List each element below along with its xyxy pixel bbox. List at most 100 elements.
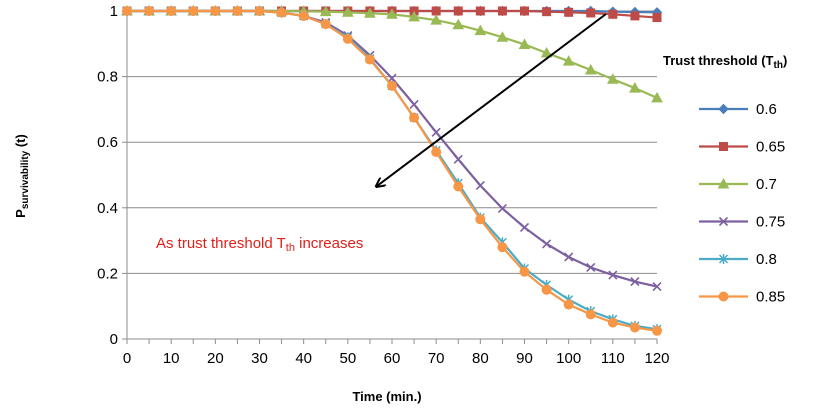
data-point-0.85 bbox=[497, 242, 508, 253]
x-axis-title: Time (min.) bbox=[352, 389, 421, 404]
x-tick-label: 100 bbox=[556, 350, 581, 367]
x-tick-label: 80 bbox=[472, 350, 489, 367]
x-tick-label: 30 bbox=[251, 350, 268, 367]
data-point-0.85 bbox=[519, 266, 530, 277]
legend-label: 0.85 bbox=[756, 289, 785, 306]
x-tick-label: 20 bbox=[207, 350, 224, 367]
data-point-0.75 bbox=[431, 127, 441, 137]
data-point-0.7 bbox=[518, 38, 531, 49]
annotation: As trust threshold Tth increases bbox=[156, 13, 607, 254]
data-point-0.85 bbox=[387, 80, 397, 91]
data-point-0.7 bbox=[562, 55, 575, 66]
data-point-0.65 bbox=[630, 11, 640, 21]
data-point-0.85 bbox=[607, 317, 618, 328]
data-point-0.85 bbox=[409, 112, 420, 123]
data-point-0.7 bbox=[319, 5, 332, 17]
data-point-0.85 bbox=[210, 6, 221, 16]
data-point-0.7 bbox=[651, 91, 663, 103]
y-axis-title: Psurvivability (t) bbox=[13, 134, 31, 218]
y-tick-label: 0.4 bbox=[97, 200, 118, 217]
data-point-0.85 bbox=[320, 19, 331, 30]
data-point-0.65 bbox=[431, 6, 441, 16]
data-point-0.75 bbox=[608, 270, 618, 280]
series-line-0.8 bbox=[127, 9, 658, 331]
x-tick-label: 70 bbox=[428, 350, 445, 367]
x-tick-label: 120 bbox=[644, 350, 669, 367]
data-point-0.65 bbox=[652, 13, 662, 23]
legend: Trust threshold (Tth) 0.6 0.65 0.7 0.75 0.8 0.… bbox=[663, 53, 787, 306]
legend-title: Trust threshold (Tth) bbox=[663, 53, 787, 71]
data-point-0.75 bbox=[497, 203, 507, 214]
data-point-0.85 bbox=[475, 214, 486, 225]
data-point-0.85 bbox=[431, 147, 442, 158]
axes: 00.20.40.60.810 10 20 30 40 50 60 70 80 90 100 110 1… bbox=[97, 3, 669, 367]
data-point-0.85 bbox=[585, 309, 596, 320]
data-point-0.65 bbox=[497, 6, 507, 16]
legend-marker bbox=[718, 291, 729, 302]
legend-marker bbox=[718, 103, 729, 115]
trend-arrow bbox=[377, 13, 607, 186]
data-point-0.7 bbox=[430, 14, 443, 25]
x-tick-label: 60 bbox=[384, 350, 401, 367]
legend-marker bbox=[718, 254, 729, 264]
series-lines bbox=[121, 4, 663, 336]
x-tick-label: 110 bbox=[601, 350, 625, 367]
series-line-0.85 bbox=[127, 9, 658, 332]
data-point-0.75 bbox=[630, 277, 640, 287]
data-point-0.7 bbox=[606, 73, 619, 84]
data-point-0.7 bbox=[474, 24, 487, 36]
data-point-0.75 bbox=[542, 239, 552, 249]
data-point-0.7 bbox=[496, 31, 509, 42]
series-0.8 bbox=[122, 6, 662, 335]
data-point-0.65 bbox=[520, 6, 529, 16]
data-point-0.75 bbox=[519, 222, 530, 233]
y-tick-label: 0.8 bbox=[97, 69, 118, 86]
x-tick-label: 0 bbox=[123, 350, 131, 367]
legend-marker bbox=[718, 216, 729, 227]
data-point-0.85 bbox=[122, 6, 132, 16]
data-point-0.65 bbox=[564, 7, 574, 17]
data-point-0.7 bbox=[364, 7, 376, 18]
legend-label: 0.6 bbox=[756, 101, 777, 118]
annotation-text: As trust threshold Tth increases bbox=[156, 235, 363, 254]
data-point-0.85 bbox=[629, 322, 640, 333]
data-point-0.85 bbox=[342, 33, 353, 44]
legend-marker bbox=[719, 142, 728, 151]
data-point-0.7 bbox=[540, 46, 553, 58]
data-point-0.75 bbox=[586, 262, 596, 273]
y-tick-label: 0.6 bbox=[97, 134, 118, 151]
data-point-0.7 bbox=[341, 6, 354, 17]
legend-item-0.6: 0.6 bbox=[699, 101, 777, 118]
legend-item-0.75: 0.75 bbox=[699, 214, 785, 231]
x-tick-label: 40 bbox=[295, 350, 312, 367]
data-point-0.85 bbox=[541, 284, 552, 295]
data-point-0.85 bbox=[563, 299, 574, 310]
legend-item-0.8: 0.8 bbox=[699, 251, 777, 268]
data-point-0.85 bbox=[188, 6, 199, 16]
y-tick-label: 0.2 bbox=[97, 265, 118, 282]
y-tick-label: 0 bbox=[110, 331, 118, 348]
data-point-0.7 bbox=[629, 82, 641, 93]
legend-marker bbox=[717, 177, 730, 189]
data-point-0.75 bbox=[652, 281, 662, 292]
data-point-0.85 bbox=[276, 7, 287, 18]
data-point-0.85 bbox=[298, 10, 309, 21]
data-point-0.85 bbox=[166, 6, 177, 16]
legend-item-0.85: 0.85 bbox=[699, 289, 785, 306]
x-tick-label: 50 bbox=[339, 350, 356, 367]
data-point-0.7 bbox=[408, 10, 420, 22]
data-point-0.75 bbox=[564, 252, 574, 262]
x-tick-label: 10 bbox=[163, 350, 180, 367]
legend-label: 0.75 bbox=[756, 214, 785, 231]
series-0.85 bbox=[122, 6, 662, 336]
data-point-0.75 bbox=[453, 154, 463, 164]
data-point-0.85 bbox=[254, 6, 265, 16]
data-point-0.65 bbox=[586, 8, 596, 18]
data-point-0.7 bbox=[584, 64, 597, 75]
data-point-0.85 bbox=[364, 54, 375, 65]
data-point-0.85 bbox=[453, 181, 464, 192]
data-point-0.65 bbox=[542, 7, 552, 17]
data-point-0.85 bbox=[652, 325, 662, 336]
data-point-0.65 bbox=[453, 6, 463, 16]
